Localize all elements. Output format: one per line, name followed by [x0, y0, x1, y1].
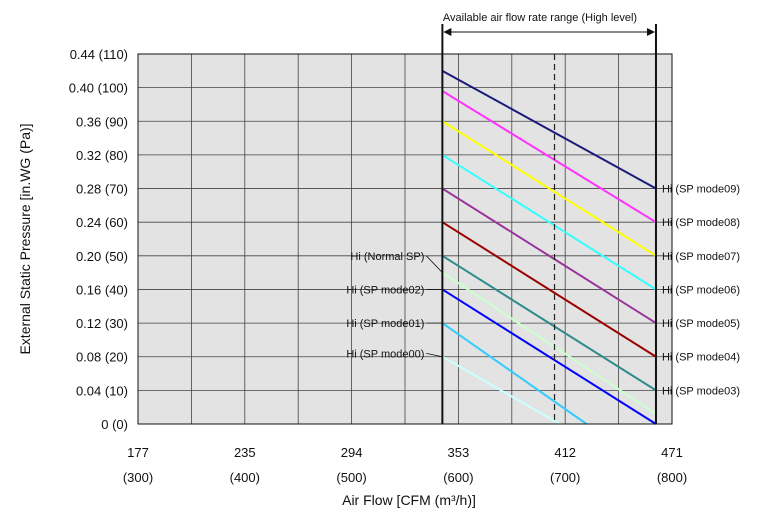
series-layer: [441, 69, 657, 425]
plot-border: [137, 53, 673, 425]
series-label: Hi (SP mode00): [346, 348, 424, 360]
y-tick-label: 0.44 (110): [70, 47, 128, 62]
series-label: Hi (SP mode09): [662, 184, 740, 196]
y-tick-label: 0 (0): [101, 417, 128, 432]
y-tick-label: 0.24 (60): [76, 215, 128, 230]
series-label: Hi (SP mode06): [662, 284, 740, 296]
y-tick-label: 0.04 (10): [76, 383, 128, 398]
series-label: Hi (SP mode03): [662, 385, 740, 397]
range-arrowhead-left: [443, 28, 452, 36]
x-tick-label: 235: [234, 445, 256, 460]
range-arrowhead-right: [646, 28, 655, 36]
series-line: [441, 254, 657, 392]
y-tick-label: 0.16 (40): [76, 282, 128, 297]
y-tick-label: 0.12 (30): [76, 316, 128, 331]
x-tick-sublabel: (400): [230, 470, 260, 485]
x-tick-label: 177: [127, 445, 149, 460]
series-line: [441, 120, 657, 257]
series-label: Hi (SP mode02): [346, 284, 424, 296]
y-tick-label: 0.40 (100): [69, 81, 128, 96]
x-axis-title: Air Flow [CFM (m³/h)]: [342, 492, 476, 508]
series-line: [441, 288, 657, 425]
series-line: [441, 322, 588, 425]
x-tick-sublabel: (500): [336, 470, 366, 485]
grid: [137, 53, 673, 425]
series-label: Hi (SP mode04): [662, 352, 740, 364]
series-line: [441, 154, 657, 291]
x-tick-label: 294: [341, 445, 363, 460]
series-label: Hi (SP mode08): [662, 217, 740, 229]
range-layer: [441, 24, 657, 424]
x-tick-label: 471: [661, 445, 683, 460]
x-tick-sublabel: (300): [123, 470, 153, 485]
x-tick-label: 412: [554, 445, 576, 460]
series-line: [441, 355, 561, 425]
series-line: [441, 187, 657, 324]
y-axis-title: External Static Pressure [in.WG (Pa)]: [17, 123, 33, 354]
series-label-leader: [426, 352, 443, 358]
series-label: Hi (Normal SP): [350, 251, 424, 263]
y-tick-labels: 0 (0) 0.04 (10) 0.08 (20) 0.12 (30) 0.16 (40…: [69, 47, 128, 432]
y-tick-label: 0.36 (90): [76, 114, 128, 129]
series-line: [441, 271, 657, 415]
y-tick-label: 0.32 (80): [76, 148, 128, 163]
series-label: Hi (SP mode01): [346, 318, 424, 330]
y-tick-label: 0.28 (70): [76, 182, 128, 197]
series-line: [441, 221, 657, 358]
y-tick-label: 0.20 (50): [76, 249, 128, 264]
series-label: Hi (SP mode07): [662, 251, 740, 263]
series-label-leader: [426, 255, 443, 273]
top-note: Available air flow rate range (High leve…: [443, 12, 637, 24]
series-label: Hi (SP mode05): [662, 318, 740, 330]
series-line: [441, 69, 657, 190]
series-line: [441, 90, 657, 224]
series-labels: Hi (SP mode09) Hi (SP mode08) Hi (SP mode0…: [346, 184, 740, 398]
x-tick-labels: 177 (300) 235 (400) 294 (500) 353 (600) 412 (700)…: [123, 445, 687, 485]
y-tick-label: 0.08 (20): [76, 350, 128, 365]
x-tick-sublabel: (800): [657, 470, 687, 485]
x-tick-sublabel: (700): [550, 470, 580, 485]
x-tick-label: 353: [448, 445, 470, 460]
x-tick-sublabel: (600): [443, 470, 473, 485]
